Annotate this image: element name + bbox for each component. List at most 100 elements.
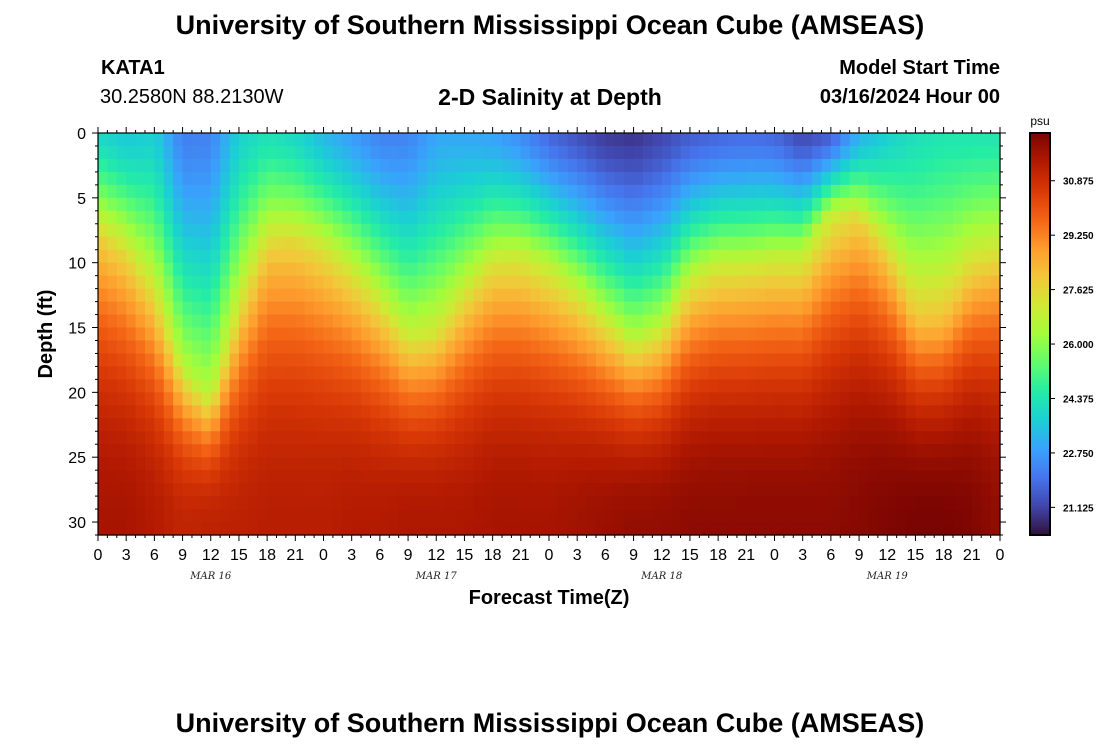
- heatmap-cell: [220, 444, 231, 458]
- heatmap-cell: [633, 249, 644, 264]
- heatmap-cell: [718, 431, 729, 445]
- heatmap-cell: [248, 366, 259, 380]
- heatmap-cell: [530, 158, 541, 173]
- heatmap-cell: [361, 314, 372, 329]
- heatmap-cell: [530, 379, 541, 393]
- heatmap-cell: [539, 262, 550, 277]
- heatmap-cell: [314, 353, 325, 368]
- heatmap-cell: [342, 223, 353, 238]
- heatmap-cell: [558, 262, 569, 277]
- heatmap-cell: [483, 366, 494, 380]
- heatmap-cell: [802, 275, 813, 290]
- heatmap-cell: [765, 262, 776, 277]
- heatmap-cell: [671, 340, 682, 355]
- heatmap-cell: [765, 275, 776, 290]
- heatmap-cell: [154, 197, 165, 212]
- heatmap-cell: [191, 301, 202, 316]
- heatmap-cell: [774, 496, 785, 510]
- heatmap-cell: [774, 275, 785, 290]
- heatmap-cell: [201, 392, 212, 406]
- heatmap-cell: [765, 236, 776, 251]
- heatmap-cell: [285, 197, 296, 212]
- heatmap-cell: [201, 366, 212, 380]
- heatmap-cell: [276, 431, 287, 445]
- heatmap-cell: [633, 405, 644, 419]
- heatmap-cell: [389, 158, 400, 173]
- heatmap-cell: [370, 262, 381, 277]
- heatmap-cell: [116, 366, 127, 380]
- heatmap-cell: [727, 210, 738, 225]
- heatmap-cell: [924, 262, 935, 277]
- heatmap-cell: [746, 327, 757, 342]
- heatmap-cell: [502, 236, 513, 251]
- heatmap-cell: [699, 392, 710, 406]
- heatmap-cell: [887, 249, 898, 264]
- heatmap-cell: [595, 444, 606, 458]
- heatmap-cell: [840, 236, 851, 251]
- heatmap-cell: [163, 327, 174, 342]
- heatmap-cell: [257, 223, 268, 238]
- heatmap-cell: [379, 210, 390, 225]
- heatmap-cell: [943, 392, 954, 406]
- heatmap-cell: [201, 262, 212, 277]
- heatmap-cell: [210, 444, 221, 458]
- heatmap-cell: [971, 522, 982, 536]
- heatmap-cell: [793, 483, 804, 497]
- heatmap-cell: [502, 470, 513, 484]
- heatmap-cell: [530, 301, 541, 316]
- heatmap-cell: [220, 379, 231, 393]
- heatmap-cell: [473, 236, 484, 251]
- heatmap-cell: [398, 288, 409, 303]
- heatmap-cell: [586, 444, 597, 458]
- heatmap-cell: [671, 444, 682, 458]
- heatmap-cell: [774, 262, 785, 277]
- heatmap-cell: [708, 236, 719, 251]
- heatmap-cell: [445, 457, 456, 471]
- heatmap-cell: [990, 133, 1001, 147]
- heatmap-cell: [436, 327, 447, 342]
- heatmap-cell: [323, 197, 334, 212]
- heatmap-cell: [661, 353, 672, 368]
- heatmap-cell: [520, 366, 531, 380]
- heatmap-cell: [605, 405, 616, 419]
- heatmap-cell: [436, 340, 447, 355]
- heatmap-cell: [906, 340, 917, 355]
- heatmap-cell: [586, 145, 597, 160]
- heatmap-cell: [877, 418, 888, 432]
- heatmap-cell: [624, 184, 635, 199]
- heatmap-cell: [962, 457, 973, 471]
- heatmap-cell: [323, 223, 334, 238]
- heatmap-cell: [314, 470, 325, 484]
- heatmap-cell: [107, 158, 118, 173]
- heatmap-cell: [953, 275, 964, 290]
- heatmap-cell: [943, 171, 954, 186]
- heatmap-cell: [586, 379, 597, 393]
- heatmap-cell: [718, 197, 729, 212]
- heatmap-cell: [144, 301, 155, 316]
- heatmap-cell: [173, 145, 184, 160]
- heatmap-cell: [887, 171, 898, 186]
- heatmap-cell: [323, 133, 334, 147]
- heatmap-cell: [154, 366, 165, 380]
- heatmap-cell: [98, 171, 108, 186]
- heatmap-cell: [755, 496, 766, 510]
- heatmap-cell: [812, 133, 823, 147]
- heatmap-cell: [558, 288, 569, 303]
- heatmap-cell: [896, 262, 907, 277]
- heatmap-cell: [154, 158, 165, 173]
- heatmap-cell: [417, 366, 428, 380]
- heatmap-cell: [295, 457, 306, 471]
- heatmap-cell: [652, 223, 663, 238]
- heatmap-cell: [934, 301, 945, 316]
- heatmap-cell: [173, 392, 184, 406]
- heatmap-cell: [661, 470, 672, 484]
- heatmap-cell: [426, 275, 437, 290]
- heatmap-cell: [595, 262, 606, 277]
- heatmap-cell: [934, 405, 945, 419]
- heatmap-cell: [238, 483, 249, 497]
- heatmap-cell: [680, 392, 691, 406]
- heatmap-cell: [98, 133, 108, 147]
- heatmap-cell: [248, 470, 259, 484]
- heatmap-cell: [896, 158, 907, 173]
- heatmap-cell: [971, 314, 982, 329]
